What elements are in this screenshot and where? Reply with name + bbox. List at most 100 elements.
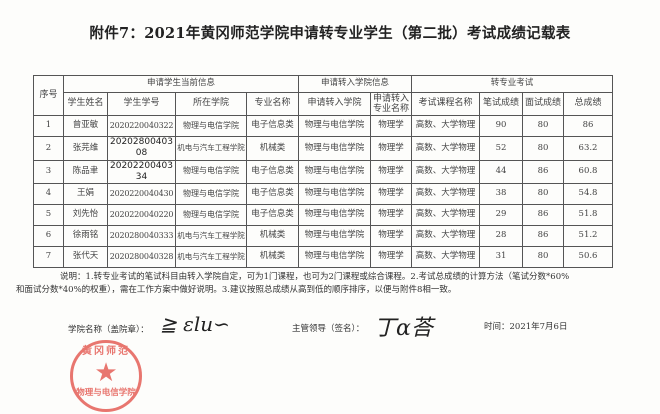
cell-college: 机电与汽车工程学院 xyxy=(175,246,247,268)
header-group-target: 申请转入学院信息 xyxy=(298,75,412,93)
cell-interview: 80 xyxy=(522,115,564,137)
header-seq: 序号 xyxy=(33,75,64,116)
cell-total: 86 xyxy=(563,115,613,137)
header-target-major: 申请转入专业名称 xyxy=(370,92,412,116)
cell-target-major: 物理学 xyxy=(370,183,412,205)
cell-id: 2020220040334 xyxy=(107,159,176,184)
cell-interview: 80 xyxy=(522,136,564,161)
cell-major: 电子信息类 xyxy=(246,159,299,184)
cell-course: 高数、大学物理 xyxy=(411,246,480,268)
header-course: 考试课程名称 xyxy=(411,92,480,116)
document-title: 附件7：2021年黄冈师范学院申请转专业学生（第二批）考试成绩记载表 xyxy=(89,25,571,42)
cell-major: 机械类 xyxy=(246,225,299,247)
cell-college: 物理与电信学院 xyxy=(175,115,247,137)
header-college: 所在学院 xyxy=(175,92,247,116)
cell-seq: 1 xyxy=(33,115,64,137)
stamp-star-icon: ★ xyxy=(94,358,118,388)
note-line-2: 和面试分数*40%的权重），需在工作方案中做好说明。3.建议按照总成绩从高到低的… xyxy=(16,285,457,295)
header-group-exam: 转专业考试 xyxy=(411,75,613,93)
cell-college: 物理与电信学院 xyxy=(175,159,247,184)
table-row: 6 徐雨铭 2020280040333 机电与汽车工程学院 机械类 物理与电信学院 物理学高… xyxy=(33,225,613,247)
header-interview: 面试成绩 xyxy=(522,92,564,116)
cell-seq: 5 xyxy=(33,204,64,226)
header-target-college: 申请转入学院 xyxy=(298,92,371,116)
cell-course: 高数、大学物理 xyxy=(411,159,480,184)
cell-major: 机械类 xyxy=(246,136,299,161)
cell-interview: 86 xyxy=(522,225,564,247)
header-major: 专业名称 xyxy=(246,92,299,116)
cell-target-major: 物理学 xyxy=(370,246,412,268)
cell-written: 38 xyxy=(479,183,523,205)
cell-written: 29 xyxy=(479,204,523,226)
cell-name: 曾亚敏 xyxy=(63,115,108,137)
cell-total: 54.8 xyxy=(563,183,613,205)
cell-target-college: 物理与电信学院 xyxy=(298,183,371,205)
cell-seq: 3 xyxy=(33,159,64,184)
cell-id: 2020280040333 xyxy=(107,225,176,247)
cell-target-college: 物理与电信学院 xyxy=(298,159,371,184)
date: 时间：2021年7月6日 xyxy=(484,322,568,332)
cell-college: 机电与汽车工程学院 xyxy=(175,225,247,247)
cell-id: 2020280040328 xyxy=(107,246,176,268)
cell-name: 徐雨铭 xyxy=(63,225,108,247)
header-student-id: 学生学号 xyxy=(107,92,176,116)
cell-total: 51.8 xyxy=(563,204,613,226)
table-row: 4 王娟 2020220040430 物理与电信学院 电子信息类 物理与电信学院 物理学 高数… xyxy=(33,183,613,205)
header-total: 总成绩 xyxy=(563,92,613,116)
table-row: 3 陈品聿 2020220040334 物理与电信学院 电子信息类 物理与电信学院 物理学高… xyxy=(33,159,613,184)
table-row: 2 张芫维 2020280040308 机电与汽车工程学院 机械类 物理与电信学院 物理学高… xyxy=(33,136,613,161)
cell-interview: 80 xyxy=(522,246,564,268)
cell-written: 90 xyxy=(479,115,523,137)
cell-major: 电子信息类 xyxy=(246,183,299,205)
leader-signature: 丁ɑ荅 xyxy=(374,316,433,341)
cell-written: 44 xyxy=(479,159,523,184)
table-row: 7 张代天 2020280040328 机电与汽车工程学院 机械类 物理与电信学院 物理学高… xyxy=(33,246,613,268)
note: 说明：1.转专业考试的笔试科目由转入学院自定，可为1门课程，也可为2门课程或综合… xyxy=(16,271,638,297)
cell-seq: 7 xyxy=(33,246,64,268)
cell-name: 王娟 xyxy=(63,183,108,205)
college-stamp: 黄冈师范 ★ 物理与电信学院 xyxy=(70,340,142,412)
cell-target-college: 物理与电信学院 xyxy=(298,115,371,137)
cell-target-major: 物理学 xyxy=(370,159,412,184)
header-name: 学生姓名 xyxy=(63,92,108,116)
stamp-bottom-text: 物理与电信学院 xyxy=(76,388,136,398)
cell-name: 陈品聿 xyxy=(63,159,108,184)
stamp-top-text: 黄冈师范 xyxy=(82,346,130,357)
cell-total: 63.2 xyxy=(563,136,613,161)
cell-written: 52 xyxy=(479,136,523,161)
cell-seq: 6 xyxy=(33,225,64,247)
college-signature: ≧ ɛlu∽ xyxy=(160,312,230,336)
header-written: 笔试成绩 xyxy=(479,92,523,116)
table-row: 1 曾亚敏 2020220040322 物理与电信学院 电子信息类 物理与电信学院 物理学高… xyxy=(33,115,613,137)
cell-interview: 86 xyxy=(522,159,564,184)
cell-major: 机械类 xyxy=(246,246,299,268)
leader-sign-label: 主管领导（签名）： xyxy=(292,324,365,334)
cell-target-major: 物理学 xyxy=(370,136,412,161)
cell-course: 高数、大学物理 xyxy=(411,204,480,226)
college-sign-label: 学院名称（盖院章）： xyxy=(68,325,149,335)
cell-course: 高数、大学物理 xyxy=(411,225,480,247)
cell-written: 31 xyxy=(479,246,523,268)
cell-target-major: 物理学 xyxy=(370,204,412,226)
cell-id: 2020280040308 xyxy=(107,136,176,161)
cell-course: 高数、大学物理 xyxy=(411,115,480,137)
cell-id: 2020220040430 xyxy=(107,183,176,205)
header-group-current: 申请学生当前信息 xyxy=(63,75,299,93)
cell-written: 28 xyxy=(479,225,523,247)
cell-interview: 80 xyxy=(522,183,564,205)
cell-total: 60.8 xyxy=(563,159,613,184)
cell-college: 物理与电信学院 xyxy=(175,204,247,226)
cell-total: 50.6 xyxy=(563,246,613,268)
cell-target-college: 物理与电信学院 xyxy=(298,225,371,247)
cell-id: 2020220040220 xyxy=(107,204,176,226)
cell-total: 51.2 xyxy=(563,225,613,247)
cell-course: 高数、大学物理 xyxy=(411,183,480,205)
cell-seq: 4 xyxy=(33,183,64,205)
cell-target-college: 物理与电信学院 xyxy=(298,136,371,161)
table-row: 5 刘先怡 2020220040220 物理与电信学院 电子信息类 物理与电信学院 物理学高… xyxy=(33,204,613,226)
cell-name: 张芫维 xyxy=(63,136,108,161)
note-line-1: 说明：1.转专业考试的笔试科目由转入学院自定，可为1门课程，也可为2门课程或综合… xyxy=(60,272,570,282)
cell-target-college: 物理与电信学院 xyxy=(298,204,371,226)
cell-major: 电子信息类 xyxy=(246,115,299,137)
cell-target-major: 物理学 xyxy=(370,115,412,137)
